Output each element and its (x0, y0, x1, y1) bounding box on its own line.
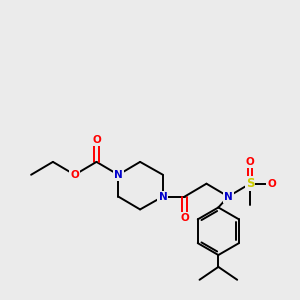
Text: O: O (70, 170, 79, 180)
Text: O: O (180, 213, 189, 224)
Text: S: S (246, 177, 254, 190)
Text: N: N (158, 192, 167, 202)
Text: O: O (246, 157, 254, 167)
Text: N: N (224, 192, 233, 202)
Text: N: N (114, 170, 123, 180)
Text: O: O (268, 179, 276, 189)
Text: O: O (92, 135, 101, 145)
